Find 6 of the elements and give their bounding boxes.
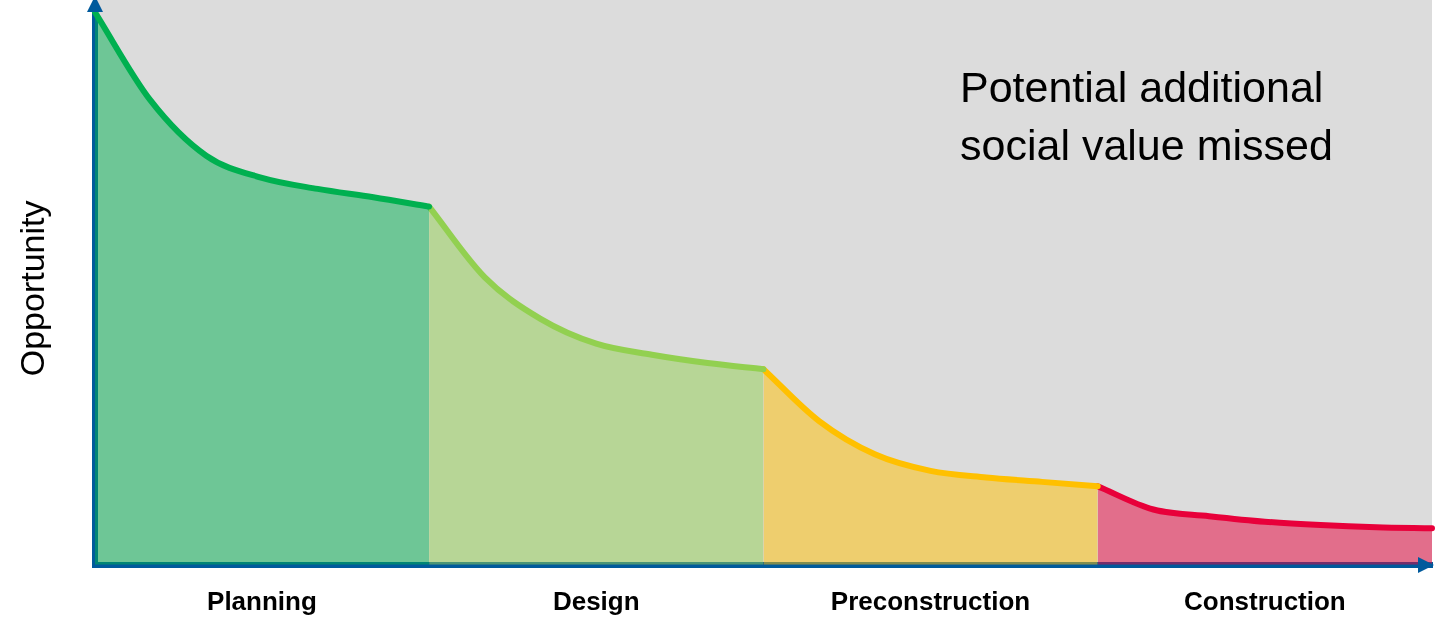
x-tick-label: Construction: [1183, 585, 1346, 616]
x-tick-label: Design: [552, 585, 640, 616]
y-axis-title: Opportunity: [12, 200, 51, 377]
x-tick-label: Preconstruction: [830, 585, 1031, 616]
annotation: Potential additional social value missed: [960, 62, 1334, 171]
x-tick-label: Planning: [207, 585, 317, 616]
